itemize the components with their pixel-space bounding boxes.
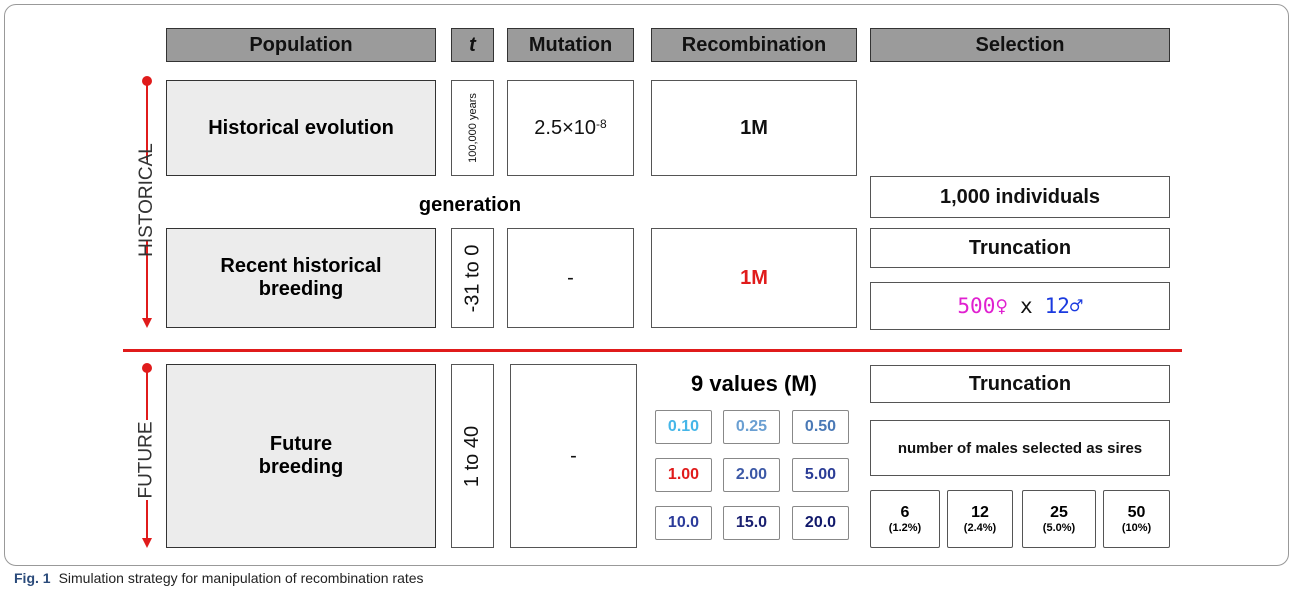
sire-number: 6 bbox=[900, 504, 910, 521]
value-box: 10.0 bbox=[655, 506, 712, 540]
value-box: 2.00 bbox=[723, 458, 780, 492]
caption: Fig. 1 Simulation strategy for manipulati… bbox=[14, 568, 424, 588]
t-box: 1 to 40 bbox=[451, 364, 494, 548]
t-text: 100,000 years bbox=[466, 93, 479, 163]
males: 12♂ bbox=[1044, 294, 1083, 318]
header: Mutation bbox=[507, 28, 634, 62]
side-label-text: FUTURE bbox=[136, 421, 157, 499]
selection-box: Truncation bbox=[870, 228, 1170, 268]
value-box: 5.00 bbox=[792, 458, 849, 492]
mutation-text: 2.5×10 bbox=[534, 116, 597, 139]
sire-box: 50 (10%) bbox=[1103, 490, 1170, 548]
header: Recombination bbox=[651, 28, 857, 62]
value-box: 0.10 bbox=[655, 410, 712, 444]
t-text: -31 to 0 bbox=[461, 244, 484, 312]
side-label: HISTORICAL bbox=[127, 143, 167, 257]
header: Selection bbox=[870, 28, 1170, 62]
sire-percent: (2.4%) bbox=[963, 522, 997, 534]
selection-box: 1,000 individuals bbox=[870, 176, 1170, 218]
t-text: 1 to 40 bbox=[461, 425, 484, 487]
sire-box: 12 (2.4%) bbox=[947, 490, 1013, 548]
generation-label: generation bbox=[418, 193, 522, 216]
recombination-box: 1M bbox=[651, 80, 857, 176]
sire-number: 50 bbox=[1127, 504, 1146, 521]
arrow-dot bbox=[142, 363, 152, 373]
population-box: Historical evolution bbox=[166, 80, 436, 176]
arrow-head bbox=[142, 538, 152, 548]
sire-percent: (10%) bbox=[1121, 522, 1152, 534]
value-box: 20.0 bbox=[792, 506, 849, 540]
header: t bbox=[451, 28, 494, 62]
value-box: 15.0 bbox=[723, 506, 780, 540]
cross: x bbox=[1019, 294, 1033, 318]
side-label-text: HISTORICAL bbox=[136, 143, 157, 257]
sire-box: 6 (1.2%) bbox=[870, 490, 940, 548]
t-box: -31 to 0 bbox=[451, 228, 494, 328]
mutation-box: 2.5×10 -8 bbox=[507, 80, 634, 176]
values-title: 9 values (M) bbox=[691, 371, 817, 396]
mutation-box: - bbox=[510, 364, 637, 548]
note-box: number of males selected as sires bbox=[870, 420, 1170, 476]
sire-number: 25 bbox=[1050, 504, 1068, 521]
t-box: 100,000 years bbox=[451, 80, 494, 176]
frame bbox=[4, 4, 1289, 566]
sire-box: 25 (5.0%) bbox=[1022, 490, 1096, 548]
arrow-head bbox=[142, 318, 152, 328]
value-box: 0.50 bbox=[792, 410, 849, 444]
header: Population bbox=[166, 28, 436, 62]
arrow-dot bbox=[142, 76, 152, 86]
population-box: Future breeding bbox=[166, 364, 436, 548]
sire-percent: (5.0%) bbox=[1042, 522, 1076, 534]
caption-text: Simulation strategy for manipulation of … bbox=[58, 570, 424, 586]
sire-percent: (1.2%) bbox=[888, 522, 922, 534]
divider bbox=[123, 349, 1182, 352]
caption-label: Fig. 1 bbox=[14, 570, 51, 586]
value-box: 0.25 bbox=[723, 410, 780, 444]
side-label: FUTURE bbox=[127, 420, 167, 500]
exponent: -8 bbox=[596, 117, 607, 131]
mutation-box: - bbox=[507, 228, 634, 328]
selection-box: Truncation bbox=[870, 365, 1170, 403]
value-box: 1.00 bbox=[655, 458, 712, 492]
females: 500♀ bbox=[957, 294, 1008, 318]
cross-box: 500♀ x 12♂ bbox=[870, 282, 1170, 330]
recombination-box: 1M bbox=[651, 228, 857, 328]
population-box: Recent historical breeding bbox=[166, 228, 436, 328]
sire-number: 12 bbox=[971, 504, 989, 521]
